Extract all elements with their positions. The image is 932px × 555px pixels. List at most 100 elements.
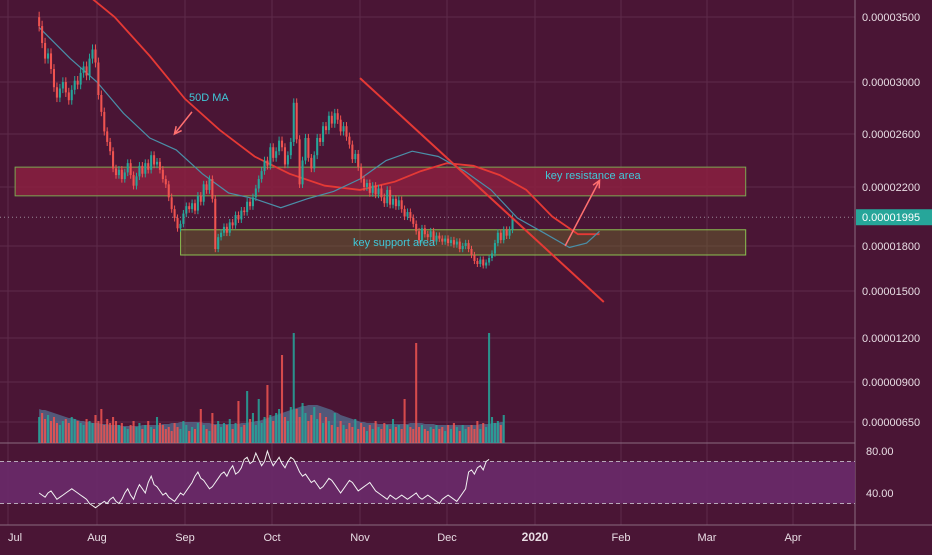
candle-body <box>47 53 50 59</box>
volume-bar <box>351 427 354 443</box>
volume-bar <box>263 417 266 443</box>
candle-body <box>371 185 374 193</box>
candle-body <box>485 262 488 266</box>
candle-body <box>345 126 348 137</box>
candle-body <box>362 179 366 187</box>
candle-body <box>380 188 383 198</box>
volume-bar <box>386 425 389 443</box>
candle-body <box>61 82 64 89</box>
candle-body <box>260 171 263 180</box>
candle-body <box>511 217 514 230</box>
candle-body <box>117 169 120 176</box>
candle-body <box>354 153 357 160</box>
volume-bar <box>412 429 415 443</box>
volume-bar <box>79 423 82 443</box>
volume-bar <box>243 425 246 443</box>
candle-body <box>76 80 79 85</box>
volume-bar <box>470 425 473 443</box>
volume-bar <box>147 421 150 443</box>
rsi-line <box>38 449 490 509</box>
volume-bar <box>228 419 231 443</box>
volume-bar <box>493 423 496 443</box>
candle-body <box>112 151 115 169</box>
candle-body <box>275 151 278 158</box>
candle-body <box>470 249 473 255</box>
resistance-arrow <box>564 180 601 247</box>
volume-bar <box>176 427 179 443</box>
volume-bar <box>164 429 167 443</box>
candle-body <box>292 102 295 142</box>
volume-bar <box>365 431 368 443</box>
candle-body <box>502 229 505 241</box>
ma20-line <box>38 26 600 249</box>
volume-bar <box>58 425 61 443</box>
time-tick-label: Nov <box>350 532 370 544</box>
ma-label-arrow-head <box>173 126 182 136</box>
volume-bar <box>473 429 476 443</box>
candle-body <box>449 240 453 244</box>
volume-bar <box>360 423 363 443</box>
volume-bar <box>254 425 257 443</box>
downtrend-line <box>359 77 605 303</box>
time-tick-label: 2020 <box>522 530 549 544</box>
volume-bar <box>185 425 188 443</box>
volume-bar <box>286 421 289 443</box>
candle-body <box>490 253 494 258</box>
candle-body <box>319 137 322 142</box>
candle-body <box>231 222 234 226</box>
candle-body <box>435 235 438 242</box>
volume-bar <box>103 425 106 443</box>
candle-body <box>132 175 135 186</box>
candle-body <box>237 215 240 220</box>
volume-bar <box>278 409 281 443</box>
candle-body <box>91 49 94 59</box>
volume-bar <box>97 421 100 443</box>
volume-bar <box>362 427 366 443</box>
candle-body <box>397 200 400 207</box>
candle-body <box>170 197 173 210</box>
volume-bar <box>307 421 310 443</box>
candle-body <box>400 200 403 210</box>
candle-body <box>348 136 351 145</box>
volume-bar <box>280 355 284 443</box>
candle-body <box>467 243 470 249</box>
price-tick-label: 0.00003500 <box>862 12 920 24</box>
volume-bar <box>55 423 58 443</box>
volume-bar <box>292 333 295 443</box>
volume-bar <box>298 417 301 443</box>
volume-bar <box>348 423 351 443</box>
volume-bar <box>188 431 191 443</box>
volume-bar <box>76 421 79 443</box>
volume-bar <box>61 421 64 443</box>
volume-bar <box>205 429 208 443</box>
time-tick-label: Sep <box>175 532 195 544</box>
candle-body <box>82 66 85 73</box>
volume-bar <box>217 421 220 443</box>
candle-body <box>55 87 58 98</box>
candle-body <box>322 126 325 142</box>
volume-bar <box>150 427 153 443</box>
candle-body <box>301 160 304 185</box>
candle-body <box>225 226 228 233</box>
volume-bar <box>240 427 243 443</box>
candle-body <box>214 198 217 249</box>
volume-bar <box>342 425 345 443</box>
candle-body <box>88 58 91 76</box>
volume-bar <box>409 427 412 443</box>
candle-body <box>126 163 129 173</box>
volume-bar <box>38 417 41 443</box>
volume-bar <box>266 385 269 443</box>
candle-body <box>327 115 330 131</box>
candle-body <box>220 232 223 238</box>
candle-body <box>360 167 363 180</box>
candle-body <box>473 255 476 261</box>
volume-bar <box>490 417 494 443</box>
volume-bar <box>482 423 485 443</box>
volume-bar <box>141 429 144 443</box>
candle-body <box>228 222 231 233</box>
volume-bar <box>272 421 275 443</box>
candle-body <box>391 198 395 205</box>
volume-bar <box>260 423 263 443</box>
